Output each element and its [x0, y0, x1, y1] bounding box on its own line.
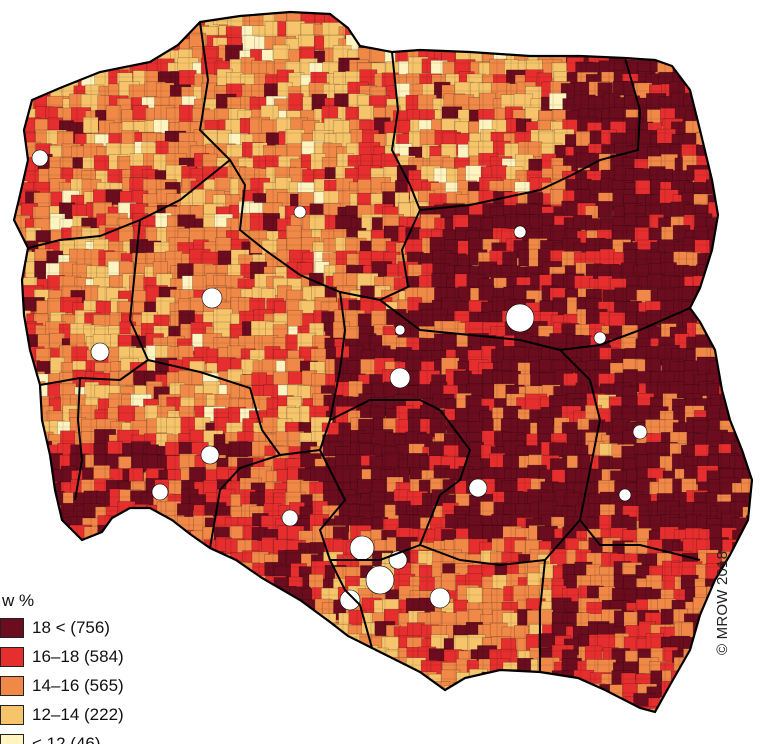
- no-data-area: [90, 342, 110, 362]
- voivodeship-boundary: [379, 299, 561, 351]
- voivodeship-boundary: [147, 291, 347, 457]
- no-data-area: [201, 287, 223, 309]
- legend-swatch: [0, 647, 24, 667]
- no-data-area: [513, 225, 527, 239]
- voivodeship-boundary: [74, 377, 84, 501]
- voivodeship-boundary: [329, 399, 441, 421]
- no-data-area: [293, 205, 307, 219]
- no-data-area: [389, 367, 411, 389]
- legend-swatch: [0, 734, 24, 744]
- no-data-area: [505, 303, 535, 333]
- no-data-area: [31, 149, 49, 167]
- legend-label: 12–14 (222): [32, 705, 124, 724]
- no-data-area: [281, 509, 299, 527]
- no-data-area: [339, 589, 361, 611]
- voivodeship-boundary: [439, 409, 472, 496]
- legend-swatch: [0, 618, 24, 638]
- no-data-area: [349, 535, 375, 561]
- voivodeship-boundary: [318, 449, 347, 561]
- no-data-area: [200, 445, 220, 465]
- voivodeship-boundary: [559, 307, 691, 351]
- legend-label: 16–18 (584): [32, 647, 124, 666]
- voivodeship-boundaries: [27, 21, 701, 672]
- voivodeship-boundary: [559, 349, 701, 561]
- legend-item: 14–16 (565): [0, 674, 180, 698]
- legend-title: w %: [2, 591, 35, 610]
- legend-label: < 12 (46): [32, 734, 101, 744]
- legend-label: 14–16 (565): [32, 676, 124, 695]
- voivodeship-boundary: [539, 519, 581, 672]
- legend-item: 16–18 (584): [0, 645, 180, 669]
- voivodeship-boundary: [198, 21, 411, 302]
- legend: w % 18 < (756) 16–18 (584) 14–16 (565) 1…: [0, 592, 180, 744]
- voivodeship-boundary: [390, 51, 421, 211]
- legend-swatch: [0, 705, 24, 725]
- voivodeship-boundary: [329, 559, 373, 649]
- no-data-area: [618, 488, 632, 502]
- no-data-area: [151, 483, 169, 501]
- voivodeship-boundary: [27, 159, 231, 249]
- legend-item: < 12 (46): [0, 732, 180, 744]
- voivodeship-boundary: [419, 544, 546, 567]
- legend-swatch: [0, 676, 24, 696]
- voivodeship-boundary: [419, 57, 642, 211]
- no-data-area: [365, 565, 395, 595]
- legend-label: 18 < (756): [32, 618, 110, 637]
- copyright-notice: © MROW 2018: [714, 550, 731, 655]
- no-data-area: [593, 331, 607, 345]
- no-data-area: [429, 587, 451, 609]
- voivodeship-boundary: [400, 209, 421, 287]
- voivodeship-boundary: [209, 454, 281, 549]
- legend-item: 18 < (756): [0, 616, 180, 640]
- no-data-area: [394, 324, 406, 336]
- no-data-municipalities: [31, 149, 648, 611]
- legend-item: 12–14 (222): [0, 703, 180, 727]
- no-data-area: [632, 424, 648, 440]
- no-data-area: [468, 478, 488, 498]
